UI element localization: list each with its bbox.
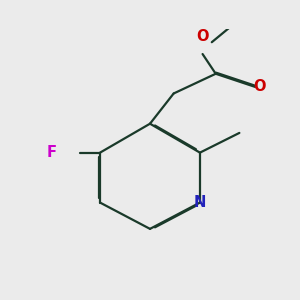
Text: O: O [253,80,266,94]
Text: O: O [196,29,209,44]
Text: F: F [46,145,56,160]
Text: N: N [194,195,206,210]
